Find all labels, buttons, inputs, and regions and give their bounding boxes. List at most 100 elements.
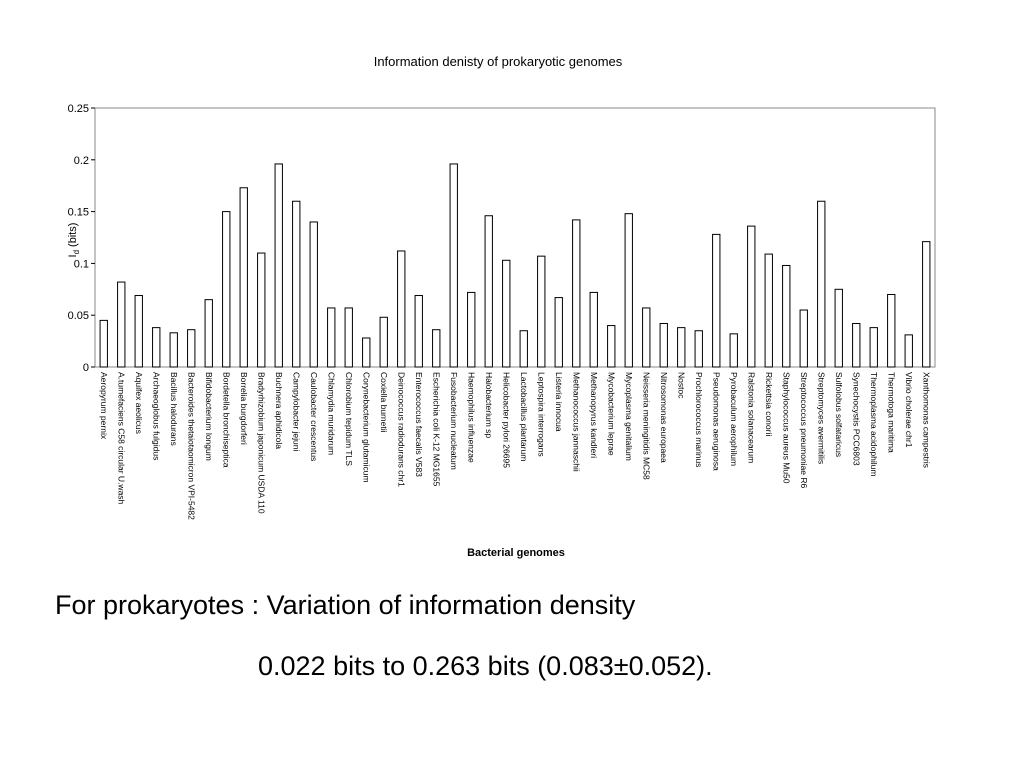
x-tick-label: Neisseria meningitidis MC58 — [641, 372, 651, 480]
bar — [222, 211, 231, 368]
bar — [659, 322, 668, 368]
chart-title: Information denisty of prokaryotic genom… — [374, 54, 623, 69]
x-tick-label: Borrelia burgdorferi — [239, 372, 249, 445]
x-tick-label: Archaeoglobus fulgidus — [151, 372, 161, 460]
bar — [677, 327, 686, 368]
x-tick-label: Listeria innocua — [554, 372, 564, 432]
x-tick-label: Nitrosomonas europaea — [659, 372, 669, 463]
x-tick-label: Vibrio cholerae chr1 — [904, 372, 914, 448]
x-axis-label: Bacterial genomes — [467, 547, 565, 559]
bar — [204, 299, 213, 368]
y-tick-label: 0.05 — [68, 310, 89, 322]
bar — [589, 291, 598, 368]
bar — [904, 334, 913, 368]
x-tick-label: Bordetella bronchiseptica — [221, 372, 231, 468]
bar — [99, 319, 108, 368]
bar — [467, 291, 476, 368]
x-tick-label: Ralstonia solanacearum — [746, 372, 756, 463]
x-tick-label: Aquifex aeolicus — [134, 372, 144, 434]
bar — [712, 233, 721, 368]
bar — [782, 264, 791, 368]
x-tick-label: Halobacterium sp — [484, 372, 494, 438]
x-tick-label: Rickettsia conorii — [764, 372, 774, 436]
bar — [922, 241, 931, 368]
bar — [257, 252, 266, 368]
plot-area — [94, 107, 936, 368]
x-tick-label: Bradyrhizobium japonicum USDA 110 — [256, 372, 266, 514]
x-tick-label: Pyrobaculum aerophilum — [729, 372, 739, 466]
x-tick-label: Lactobacillus plantarum — [519, 372, 529, 461]
x-tick-label: Bacillus halodurans — [169, 372, 179, 446]
bar — [397, 250, 406, 368]
x-tick-label: Enterococcus faecalis V583 — [414, 372, 424, 477]
x-tick-label: Synechocystis PCC6803 — [851, 372, 861, 466]
y-tick-label: 0.1 — [74, 258, 89, 270]
bar — [152, 327, 161, 368]
x-tick-label: Leptospira interrogans — [536, 372, 546, 457]
bar — [852, 322, 861, 368]
bar — [537, 255, 546, 368]
x-tick-label: Staphylococcus aureus Mu50 — [781, 372, 791, 484]
x-tick-label: Streptomyces avermitilis — [816, 372, 826, 464]
y-axis-label-unit: (bits) — [67, 223, 79, 247]
bar — [484, 215, 493, 368]
y-axis-label-main: I — [67, 254, 79, 257]
bar — [379, 316, 388, 368]
bar-chart: Information denisty of prokaryotic genom… — [67, 54, 936, 559]
x-tick-label: Escherichia coli K-12 MG1655 — [431, 372, 441, 487]
x-tick-label: A.tumefaciens C58 circular U.wash — [116, 372, 126, 505]
bar — [729, 333, 738, 368]
bar — [432, 329, 441, 368]
bar — [764, 253, 773, 368]
x-tick-label: Streptococcus pneumoniae R6 — [799, 372, 809, 489]
y-tick-label: 0.2 — [74, 155, 89, 167]
bar — [274, 163, 283, 368]
x-tick-label: Deinococcus radiodurans chr1 — [396, 372, 406, 487]
x-tick-label: Mycobacterium leprae — [606, 372, 616, 456]
bar — [502, 259, 511, 368]
bars — [99, 163, 931, 368]
bar — [554, 297, 563, 368]
bar — [449, 163, 458, 368]
x-tick-label: Buchnera aphidicola — [274, 372, 284, 449]
x-tick-label: Chlorobium tepidum TLS — [344, 372, 354, 466]
bar — [869, 327, 878, 368]
bar — [817, 200, 826, 368]
x-tick-label: Mycoplasma genitalium — [624, 372, 634, 461]
x-tick-label: Thermoplasma acidophilum — [869, 372, 879, 476]
bar — [572, 219, 581, 368]
x-tick-label: Sulfolobus solfataricus — [834, 372, 844, 457]
x-tick-label: Caulobacter crescentus — [309, 372, 319, 461]
bar — [694, 330, 703, 368]
x-tick-label: Bacteroides thetaiotaomicron VPI-5482 — [186, 372, 196, 520]
bar — [624, 213, 633, 368]
bar — [292, 200, 301, 368]
y-axis: 0 0.05 0.1 0.15 0.2 0.25 — [68, 103, 95, 374]
caption-line-2: 0.022 bits to 0.263 bits (0.083±0.052). — [258, 651, 713, 681]
x-tick-label: Nostoc — [676, 372, 686, 399]
bar — [309, 221, 318, 368]
bar — [169, 332, 178, 368]
x-tick-label: Thermotoga maritima — [886, 372, 896, 453]
y-tick-label: 0.15 — [68, 207, 89, 219]
bar — [187, 329, 196, 368]
bar — [327, 307, 336, 368]
bar — [117, 281, 126, 368]
x-tick-label: Helicobacter pylori 26695 — [501, 372, 511, 468]
x-tick-label: Methanococcus jannaschii — [571, 372, 581, 472]
x-tick-label: Pseudomonas aeruginosa — [711, 372, 721, 471]
bar — [642, 307, 651, 368]
x-tick-label: Chlamydia muridarum — [326, 372, 336, 455]
y-tick-label: 0 — [83, 362, 89, 374]
x-tick-label: Haemophilus influenzae — [466, 372, 476, 463]
bar — [344, 307, 353, 368]
bar — [834, 288, 843, 368]
x-tick-labels: Aeropyrum pernix A.tumefaciens C58 circul… — [99, 372, 932, 520]
bar — [887, 293, 896, 368]
bar — [747, 225, 756, 368]
x-tick-label: Xanthomonas campestris — [921, 372, 931, 468]
bar — [414, 295, 423, 368]
y-tick-label: 0.25 — [68, 103, 89, 115]
caption-line-1: For prokaryotes : Variation of informati… — [55, 590, 636, 620]
x-tick-label: Corynebacterium glutamicum — [361, 372, 371, 483]
